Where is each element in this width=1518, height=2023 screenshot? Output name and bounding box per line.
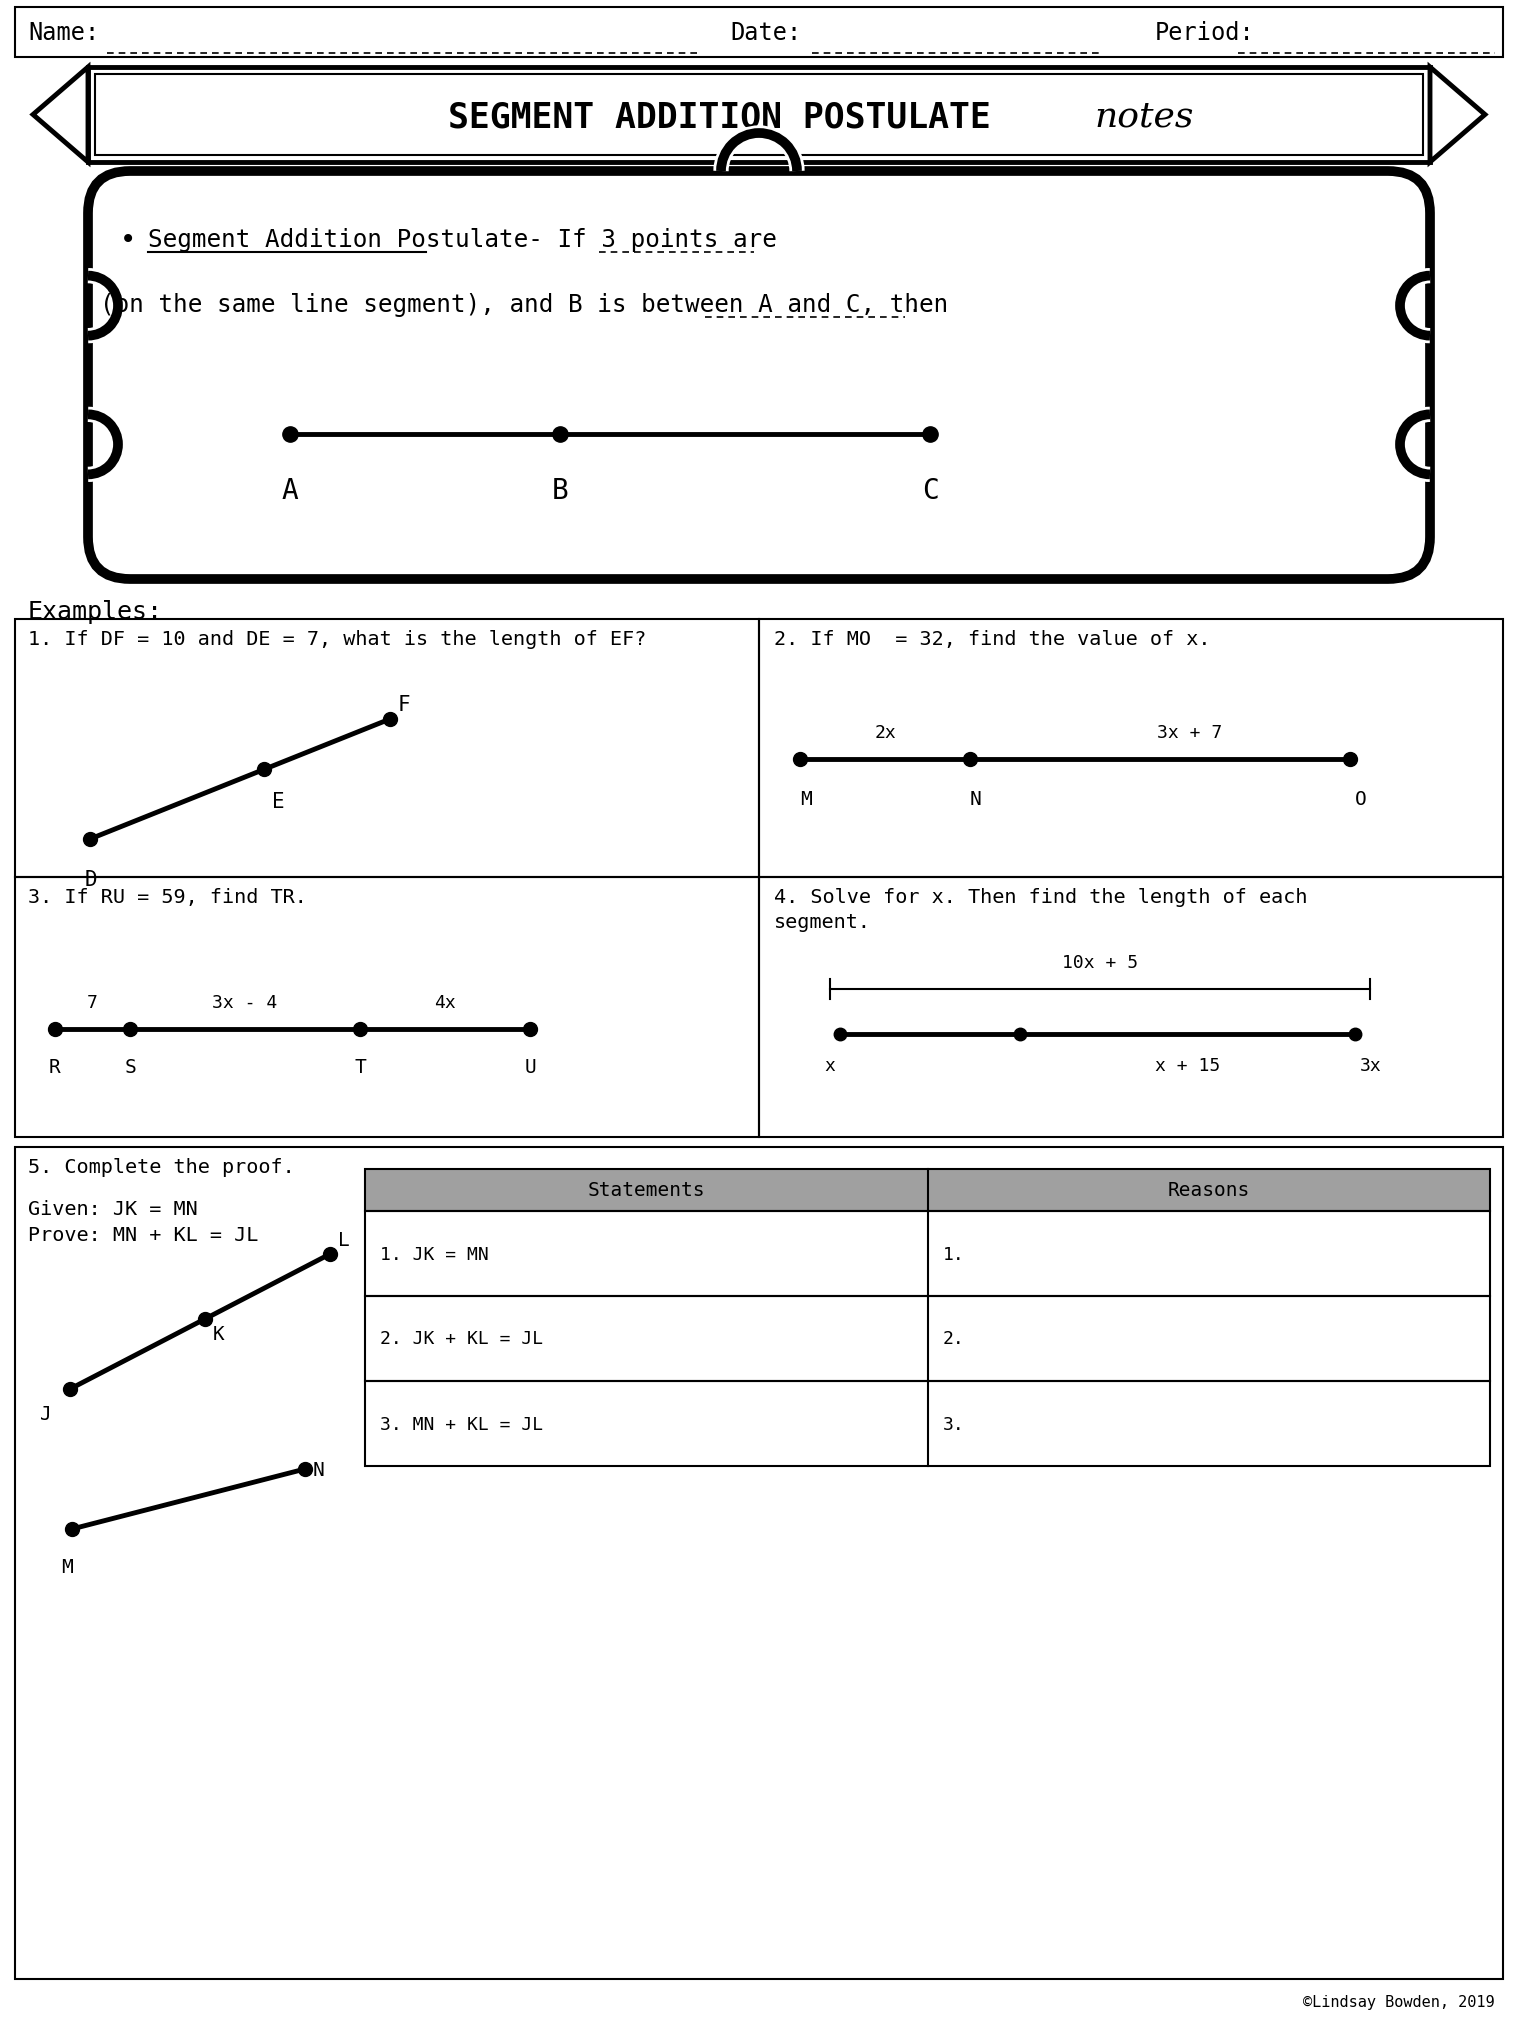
Text: F: F (398, 694, 411, 714)
Text: R: R (49, 1058, 61, 1076)
Text: 2. If MO  = 32, find the value of x.: 2. If MO = 32, find the value of x. (774, 629, 1210, 649)
Bar (364, 1297, 1491, 1382)
Text: 3. MN + KL = JL: 3. MN + KL = JL (380, 1414, 543, 1432)
Text: L: L (339, 1230, 349, 1250)
Text: notes: notes (1094, 99, 1193, 134)
Text: Period:: Period: (1155, 20, 1255, 45)
Text: 7: 7 (87, 993, 99, 1012)
Bar (759, 619, 1503, 878)
Text: T: T (354, 1058, 366, 1076)
Text: 2x: 2x (874, 724, 896, 742)
Text: Given: JK = MN: Given: JK = MN (27, 1200, 197, 1218)
Polygon shape (33, 69, 88, 164)
Bar (15, 1147, 1503, 1978)
Bar (364, 1212, 1491, 1297)
Text: K: K (213, 1325, 225, 1343)
Text: J: J (41, 1404, 52, 1424)
Text: 1. JK = MN: 1. JK = MN (380, 1244, 489, 1262)
Polygon shape (1430, 69, 1485, 164)
Text: Examples:: Examples: (27, 599, 162, 623)
Bar (364, 1382, 1491, 1467)
Text: N: N (313, 1461, 325, 1479)
Text: 1. If DF = 10 and DE = 7, what is the length of EF?: 1. If DF = 10 and DE = 7, what is the le… (27, 629, 647, 649)
Text: 3x - 4: 3x - 4 (213, 993, 278, 1012)
Text: Segment Addition Postulate- If 3 points are: Segment Addition Postulate- If 3 points … (147, 229, 777, 253)
Bar (759, 878, 1503, 1137)
Text: 3. If RU = 59, find TR.: 3. If RU = 59, find TR. (27, 888, 307, 906)
Bar (96, 75, 1422, 156)
Text: 4. Solve for x. Then find the length of each: 4. Solve for x. Then find the length of … (774, 888, 1307, 906)
Text: segment.: segment. (774, 912, 871, 931)
Text: C: C (921, 477, 938, 506)
Text: M: M (61, 1558, 73, 1576)
Bar (15, 878, 759, 1137)
Text: SEGMENT ADDITION POSTULATE: SEGMENT ADDITION POSTULATE (448, 101, 990, 134)
Text: •: • (120, 227, 137, 253)
Text: U: U (524, 1058, 536, 1076)
Text: N: N (970, 789, 982, 809)
Text: 3x + 7: 3x + 7 (1157, 724, 1222, 742)
Text: 5. Complete the proof.: 5. Complete the proof. (27, 1157, 294, 1177)
Text: E: E (272, 793, 285, 811)
Bar (15, 8, 1503, 59)
Text: Statements: Statements (587, 1181, 704, 1200)
Text: O: O (1356, 789, 1366, 809)
Text: S: S (124, 1058, 137, 1076)
Text: 2. JK + KL = JL: 2. JK + KL = JL (380, 1329, 543, 1347)
Text: 3x: 3x (1360, 1056, 1381, 1074)
Text: x: x (824, 1056, 835, 1074)
Text: x + 15: x + 15 (1155, 1056, 1220, 1074)
Text: ©Lindsay Bowden, 2019: ©Lindsay Bowden, 2019 (1304, 1995, 1495, 2009)
Text: Reasons: Reasons (1167, 1181, 1249, 1200)
Text: 1.: 1. (943, 1244, 964, 1262)
Bar (88, 69, 1430, 164)
Text: Prove: MN + KL = JL: Prove: MN + KL = JL (27, 1226, 258, 1244)
Text: A: A (282, 477, 299, 506)
Text: 3.: 3. (943, 1414, 964, 1432)
Text: 2.: 2. (943, 1329, 964, 1347)
Text: (on the same line segment), and B is between A and C, then: (on the same line segment), and B is bet… (100, 293, 949, 318)
Text: .: . (911, 293, 918, 318)
Bar (15, 619, 759, 878)
Text: D: D (85, 870, 97, 890)
Text: Name:: Name: (27, 20, 99, 45)
Text: M: M (800, 789, 812, 809)
Bar (364, 1169, 1491, 1212)
Text: Date:: Date: (730, 20, 802, 45)
Text: B: B (551, 477, 568, 506)
Text: 10x + 5: 10x + 5 (1063, 953, 1138, 971)
Text: 4x: 4x (434, 993, 455, 1012)
FancyBboxPatch shape (88, 172, 1430, 581)
